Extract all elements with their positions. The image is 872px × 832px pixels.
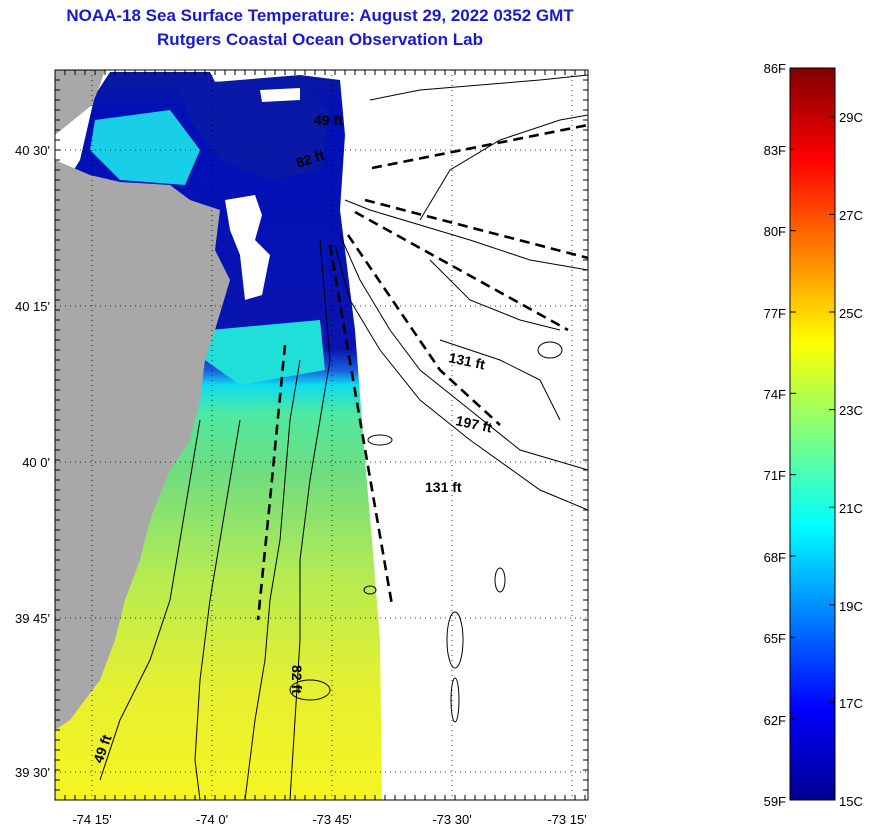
colorbar-f-74: 74F xyxy=(764,387,786,402)
colorbar-f-71: 71F xyxy=(764,468,786,483)
bathymetry-contours xyxy=(99,74,588,800)
colorbar: 86F 83F 80F 77F 74F 71F 68F 65F 62F 59F … xyxy=(764,61,863,809)
contour-label-131ft-south: 131 ft xyxy=(425,479,462,495)
y-label-3945: 39 45' xyxy=(15,611,50,626)
colorbar-c-25: 25C xyxy=(839,306,863,321)
x-label-7415: -74 15' xyxy=(72,812,111,827)
x-label-7345: -73 45' xyxy=(312,812,351,827)
shipping-lanes xyxy=(256,123,588,621)
y-label-3930: 39 30' xyxy=(15,765,50,780)
colorbar-f-80: 80F xyxy=(764,224,786,239)
colorbar-c-23: 23C xyxy=(839,403,863,418)
contour-label-49ft-north: 49 ft xyxy=(314,112,343,128)
colorbar-gradient xyxy=(789,67,836,801)
map-frame xyxy=(54,69,589,801)
land-mass xyxy=(55,70,105,135)
colorbar-f-59: 59F xyxy=(764,794,786,809)
colorbar-f-77: 77F xyxy=(764,306,786,321)
y-label-4015: 40 15' xyxy=(15,299,50,314)
colorbar-c-27: 27C xyxy=(839,208,863,223)
colorbar-c-21: 21C xyxy=(839,501,863,516)
x-label-7400: -74 0' xyxy=(196,812,228,827)
y-label-4000: 40 0' xyxy=(22,455,50,470)
x-label-7330: -73 30' xyxy=(432,812,471,827)
colorbar-c-17: 17C xyxy=(839,696,863,711)
colorbar-f-68: 68F xyxy=(764,550,786,565)
contour-label-82ft-south: 82 ft xyxy=(289,665,305,694)
colorbar-f-65: 65F xyxy=(764,631,786,646)
graticule xyxy=(55,70,588,800)
map-title: NOAA-18 Sea Surface Temperature: August … xyxy=(66,6,574,25)
map-subtitle: Rutgers Coastal Ocean Observation Lab xyxy=(157,30,483,49)
colorbar-c-15: 15C xyxy=(839,794,863,809)
y-label-4030: 40 30' xyxy=(15,143,50,158)
contour-label-131ft-east: 131 ft xyxy=(447,349,486,372)
colorbar-c-29: 29C xyxy=(839,110,863,125)
x-label-7315: -73 15' xyxy=(547,812,586,827)
map-plot-area: 49 ft 82 ft 131 ft 197 ft 131 ft 82 ft 4… xyxy=(55,70,588,800)
colorbar-f-83: 83F xyxy=(764,143,786,158)
colorbar-f-86: 86F xyxy=(764,61,786,76)
colorbar-f-62: 62F xyxy=(764,713,786,728)
contour-label-197ft: 197 ft xyxy=(454,412,493,435)
colorbar-c-19: 19C xyxy=(839,599,863,614)
